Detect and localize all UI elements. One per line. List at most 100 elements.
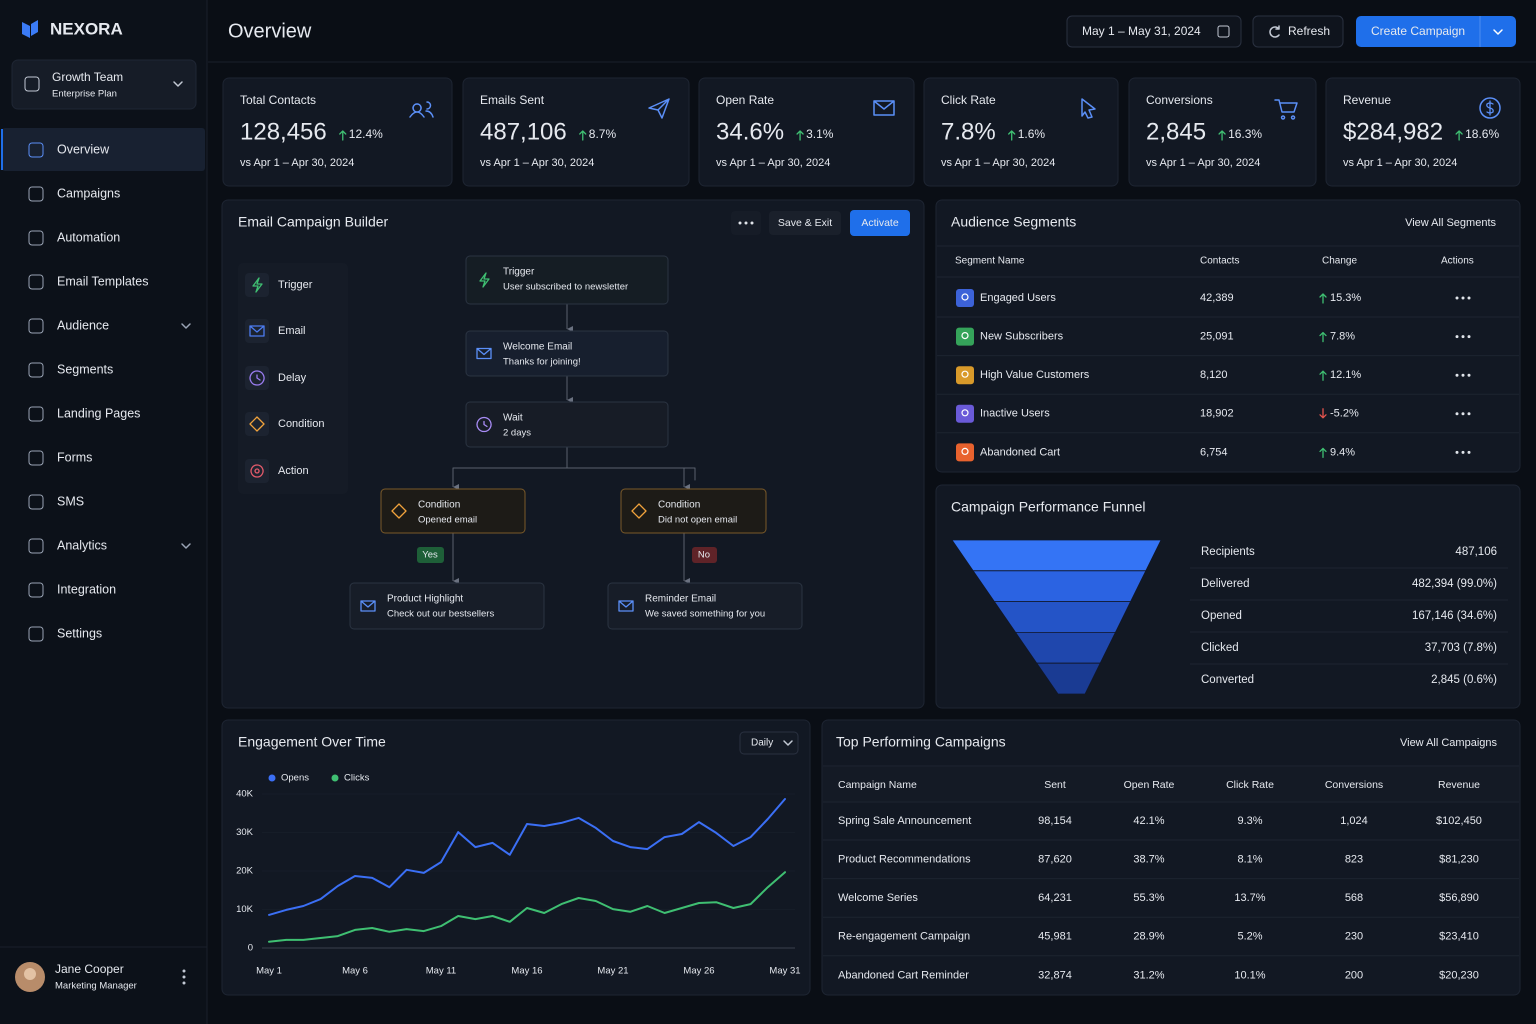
flow-node-subtitle: Did not open email	[658, 515, 737, 526]
dot	[1455, 296, 1459, 300]
campaign-row[interactable]: Welcome Series 64,231 55.3% 13.7% 568 $56,890	[823, 892, 1519, 918]
campaign-cell: $23,410	[1439, 931, 1479, 943]
flow-node[interactable]: Product Highlight Check out our bestselle…	[349, 582, 545, 630]
nav-label: Forms	[57, 450, 92, 464]
nav-item[interactable]: Campaigns	[28, 186, 120, 202]
flow-node[interactable]: Reminder Email We saved something for you	[607, 582, 803, 630]
campaign-row[interactable]: Spring Sale Announcement 98,154 42.1% 9.3% 1…	[823, 815, 1519, 841]
kpi-label: Conversions	[1146, 93, 1213, 107]
nav-item[interactable]: Segments	[28, 362, 113, 378]
workspace-switcher[interactable]: Growth Team Enterprise Plan	[11, 59, 197, 110]
builder-more-button[interactable]	[731, 211, 761, 235]
dot	[1461, 335, 1465, 339]
flow-node[interactable]: Condition Did not open email	[620, 488, 767, 534]
palette-item[interactable]: Trigger	[245, 273, 313, 297]
save-label: Save & Exit	[778, 217, 832, 229]
palette-item[interactable]: Action	[245, 459, 309, 483]
icon	[252, 277, 263, 293]
nav-icon	[28, 186, 44, 202]
segment-name: High Value Customers	[980, 369, 1090, 381]
trend-arrow	[1319, 331, 1327, 343]
kpi-label: Emails Sent	[480, 93, 545, 107]
segment-contacts: 25,091	[1200, 331, 1234, 343]
nav-icon	[28, 318, 44, 334]
segment-icon-glyph	[961, 447, 969, 455]
trend-arrow	[1319, 447, 1327, 459]
campaign-row[interactable]: Product Recommendations 87,620 38.7% 8.1% 82…	[823, 854, 1519, 880]
kpi-card-bg	[923, 77, 1119, 187]
column-header: Sent	[1044, 779, 1066, 791]
x-tick-label: May 6	[342, 966, 368, 977]
nav-label: Overview	[57, 142, 110, 156]
campaign-row[interactable]: Abandoned Cart Reminder 32,874 31.2% 10.1% 2…	[838, 969, 1479, 981]
flow-node[interactable]: Wait 2 days	[465, 401, 669, 448]
segment-row[interactable]: New Subscribers 25,091 7.8%	[937, 327, 1519, 357]
activate-label: Activate	[861, 217, 899, 229]
dot	[1455, 412, 1459, 416]
nav-item[interactable]: Settings	[28, 626, 102, 642]
view-all-campaigns-link[interactable]: View All Campaigns	[1400, 737, 1498, 749]
kpi-icon-symbol	[1486, 100, 1494, 116]
segment-change: -5.2%	[1330, 408, 1359, 420]
funnel-stage-value: 487,106	[1455, 546, 1497, 558]
nav-item[interactable]: Analytics	[28, 538, 191, 554]
flow-node-box	[607, 582, 803, 630]
palette-item[interactable]: Email	[245, 319, 306, 343]
nav-item[interactable]: Integration	[28, 582, 116, 598]
segment-icon	[956, 404, 974, 423]
campaign-cell: Re-engagement Campaign	[838, 931, 970, 943]
campaign-cell: Spring Sale Announcement	[838, 815, 971, 827]
refresh-button[interactable]: Refresh	[1252, 15, 1344, 48]
save-exit-button[interactable]: Save & Exit	[769, 211, 841, 235]
y-tick-label: 20K	[236, 866, 254, 877]
nav-item[interactable]: SMS	[28, 494, 84, 510]
segment-change: 15.3%	[1330, 292, 1361, 304]
nav-item[interactable]: Automation	[28, 230, 120, 246]
page-title: Overview	[228, 20, 312, 42]
kpi-card: Emails Sent 487,106 8.7% vs Apr 1 – Apr 30,…	[462, 77, 690, 187]
view-all-segments-link[interactable]: View All Segments	[1405, 217, 1496, 229]
create-campaign-button[interactable]: Create Campaign	[1356, 16, 1516, 47]
period-dropdown[interactable]: Daily	[739, 731, 799, 755]
kpi-label: Click Rate	[941, 93, 996, 107]
campaign-cell: 568	[1345, 892, 1363, 904]
palette-item[interactable]: Delay	[245, 366, 307, 390]
nav-item[interactable]: Overview	[1, 128, 205, 171]
kpi-card: Click Rate 7.8% 1.6% vs Apr 1 – Apr 30, 202…	[923, 77, 1119, 187]
palette-item[interactable]: Condition	[245, 412, 324, 436]
segment-row[interactable]: Inactive Users 18,902 -5.2%	[937, 404, 1519, 434]
segment-row[interactable]: Abandoned Cart 6,754 9.4%	[956, 443, 1471, 462]
segments-title: Audience Segments	[951, 214, 1076, 230]
nav-item[interactable]: Landing Pages	[28, 406, 140, 422]
flow-node-box	[349, 582, 545, 630]
segment-contacts: 8,120	[1200, 369, 1228, 381]
nav-item[interactable]: Forms	[28, 450, 92, 466]
column-header: Revenue	[1438, 779, 1480, 791]
dot	[182, 969, 186, 973]
date-picker[interactable]: May 1 – May 31, 2024	[1066, 15, 1242, 48]
campaign-cell: Welcome Series	[838, 892, 918, 904]
flow-node[interactable]: Trigger User subscribed to newsletter	[465, 255, 669, 305]
trend-arrow	[1319, 370, 1327, 381]
dot	[1455, 335, 1459, 339]
user-profile[interactable]: Jane Cooper Marketing Manager	[15, 962, 186, 992]
flow-node[interactable]: Condition Opened email	[380, 488, 526, 534]
campaign-cell: 87,620	[1038, 854, 1072, 866]
series-line	[268, 798, 786, 916]
segment-row[interactable]: High Value Customers 8,120 12.1%	[937, 366, 1519, 395]
flow-node[interactable]: Welcome Email Thanks for joining!	[465, 330, 669, 377]
nav-item[interactable]: Audience	[28, 318, 191, 334]
flow-node-subtitle: Thanks for joining!	[503, 357, 581, 368]
x-tick-label: May 21	[597, 966, 628, 977]
funnel-stage-value: 2,845 (0.6%)	[1431, 674, 1497, 686]
segment-row[interactable]: Engaged Users 42,389 15.3%	[937, 289, 1519, 318]
campaign-row[interactable]: Re-engagement Campaign 45,981 28.9% 5.2% 230…	[823, 931, 1519, 957]
dot	[1467, 335, 1471, 339]
icon	[249, 325, 265, 337]
campaign-cell: 9.3%	[1237, 815, 1262, 827]
create-box	[1356, 16, 1516, 47]
nav-item[interactable]: Email Templates	[28, 274, 148, 290]
activate-button[interactable]: Activate	[850, 210, 910, 236]
dot	[750, 221, 754, 225]
